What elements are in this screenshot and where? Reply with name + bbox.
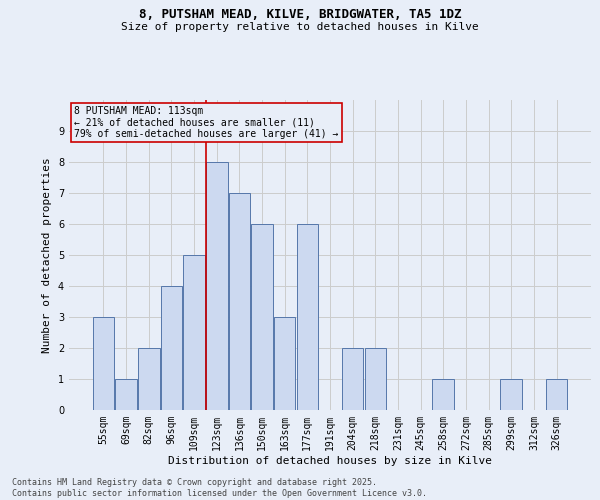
Bar bbox=[206, 162, 227, 410]
X-axis label: Distribution of detached houses by size in Kilve: Distribution of detached houses by size … bbox=[168, 456, 492, 466]
Bar bbox=[115, 379, 137, 410]
Bar bbox=[296, 224, 318, 410]
Bar bbox=[546, 379, 567, 410]
Text: Size of property relative to detached houses in Kilve: Size of property relative to detached ho… bbox=[121, 22, 479, 32]
Text: 8, PUTSHAM MEAD, KILVE, BRIDGWATER, TA5 1DZ: 8, PUTSHAM MEAD, KILVE, BRIDGWATER, TA5 … bbox=[139, 8, 461, 20]
Bar bbox=[93, 317, 114, 410]
Bar bbox=[184, 255, 205, 410]
Text: Contains HM Land Registry data © Crown copyright and database right 2025.
Contai: Contains HM Land Registry data © Crown c… bbox=[12, 478, 427, 498]
Bar bbox=[229, 193, 250, 410]
Bar bbox=[342, 348, 364, 410]
Text: 8 PUTSHAM MEAD: 113sqm
← 21% of detached houses are smaller (11)
79% of semi-det: 8 PUTSHAM MEAD: 113sqm ← 21% of detached… bbox=[74, 106, 338, 140]
Bar bbox=[161, 286, 182, 410]
Bar bbox=[251, 224, 273, 410]
Bar bbox=[433, 379, 454, 410]
Bar bbox=[274, 317, 295, 410]
Bar bbox=[500, 379, 522, 410]
Bar bbox=[138, 348, 160, 410]
Bar bbox=[365, 348, 386, 410]
Y-axis label: Number of detached properties: Number of detached properties bbox=[43, 157, 52, 353]
